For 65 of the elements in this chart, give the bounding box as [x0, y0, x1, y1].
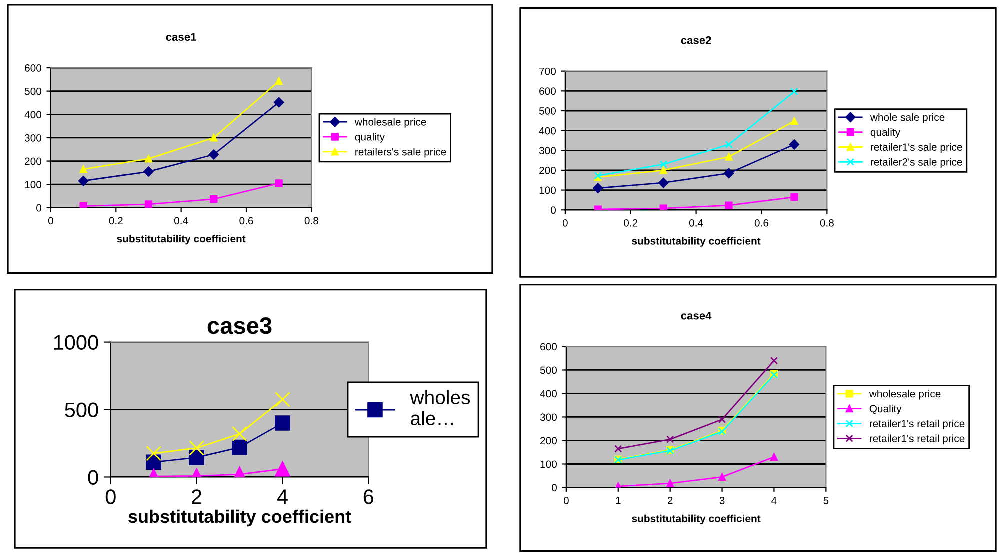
y-tick-label: 600 [540, 343, 557, 351]
x-tick-label: 0.4 [689, 219, 704, 227]
y-tick-label: 500 [65, 402, 98, 418]
legend-label: wholes ale… [410, 390, 470, 426]
x-axis-title: substitutability coefficient [632, 514, 761, 525]
legend-label: Quality [870, 404, 902, 415]
x-tick-label: 0 [562, 219, 568, 227]
x-tick-label: 0.6 [240, 217, 254, 225]
x-tick-label: 0.6 [754, 219, 769, 227]
legend-label: retailer1's retail price [870, 420, 965, 430]
x-tick-label: 0 [48, 217, 54, 225]
y-tick-label: 300 [539, 147, 556, 155]
y-tick-label: 200 [540, 437, 557, 445]
y-tick-label: 100 [540, 186, 556, 194]
y-tick-label: 700 [540, 68, 556, 76]
x-tick-label: 0.8 [820, 219, 834, 227]
y-tick-label: 0 [552, 484, 557, 492]
y-tick-label: 100 [25, 181, 42, 188]
x-axis-title: substitutability coefficient [128, 510, 352, 527]
legend-label: quality [355, 133, 386, 143]
y-tick-label: 400 [539, 127, 556, 135]
y-tick-label: 200 [25, 158, 42, 166]
y-tick-label: 300 [540, 414, 557, 422]
x-tick-label: 0.4 [174, 217, 188, 225]
chart-title: case3 [208, 317, 272, 334]
legend-label: wholesale price [869, 390, 941, 400]
y-tick-label: 200 [540, 166, 556, 174]
x-axis-title: substitutability coefficient [632, 237, 761, 247]
x-tick-label: 1 [616, 497, 621, 504]
y-tick-label: 300 [24, 134, 42, 142]
legend-label: whole sale price [870, 114, 945, 124]
legend-label: retailer1's sale price [871, 143, 962, 154]
y-tick-label: 600 [25, 64, 42, 72]
y-tick-label: 100 [540, 460, 557, 468]
x-tick-label: 4 [277, 490, 288, 504]
y-tick-label: 400 [540, 390, 557, 398]
legend-label: quality [870, 128, 901, 138]
y-tick-label: 1000 [54, 335, 98, 350]
y-tick-label: 0 [36, 204, 42, 212]
x-tick-label: 0 [106, 490, 116, 504]
y-tick-label: 0 [88, 470, 98, 485]
x-tick-label: 0.8 [304, 217, 318, 225]
y-tick-label: 500 [539, 107, 556, 115]
x-tick-label: 0.2 [624, 219, 638, 227]
x-tick-label: 2 [192, 490, 202, 504]
x-tick-label: 4 [772, 497, 777, 504]
chart-title: case4 [681, 312, 712, 320]
x-tick-label: 5 [824, 497, 829, 504]
y-tick-label: 500 [24, 88, 42, 96]
x-tick-label: 0.2 [109, 217, 123, 225]
chart-title: case2 [681, 36, 712, 44]
y-tick-label: 600 [540, 88, 556, 96]
x-tick-label: 3 [720, 497, 725, 504]
legend-label: retailers's sale price [356, 148, 446, 158]
x-tick-label: 2 [668, 497, 673, 504]
x-tick-label: 0 [564, 497, 569, 504]
legend-label: retailer2's sale price [871, 158, 962, 168]
legend-label: wholesale price [354, 118, 426, 128]
x-tick-label: 6 [364, 490, 374, 504]
x-axis-title: substitutability coefficient [117, 235, 246, 245]
y-tick-label: 500 [540, 366, 557, 374]
y-tick-label: 0 [551, 206, 556, 214]
y-tick-label: 400 [24, 111, 42, 119]
legend-label: retailer1's retail price [870, 434, 965, 444]
chart-title: case1 [166, 33, 196, 42]
